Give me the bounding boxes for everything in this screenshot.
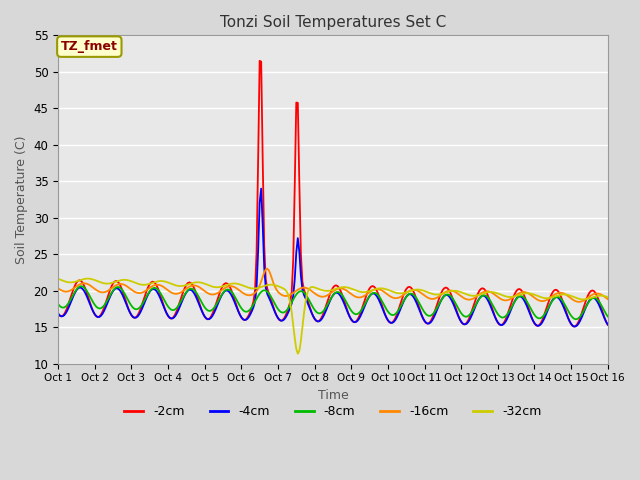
X-axis label: Time: Time [317,389,348,402]
Title: Tonzi Soil Temperatures Set C: Tonzi Soil Temperatures Set C [220,15,446,30]
Legend: -2cm, -4cm, -8cm, -16cm, -32cm: -2cm, -4cm, -8cm, -16cm, -32cm [119,400,547,423]
Text: TZ_fmet: TZ_fmet [61,40,118,53]
Y-axis label: Soil Temperature (C): Soil Temperature (C) [15,135,28,264]
